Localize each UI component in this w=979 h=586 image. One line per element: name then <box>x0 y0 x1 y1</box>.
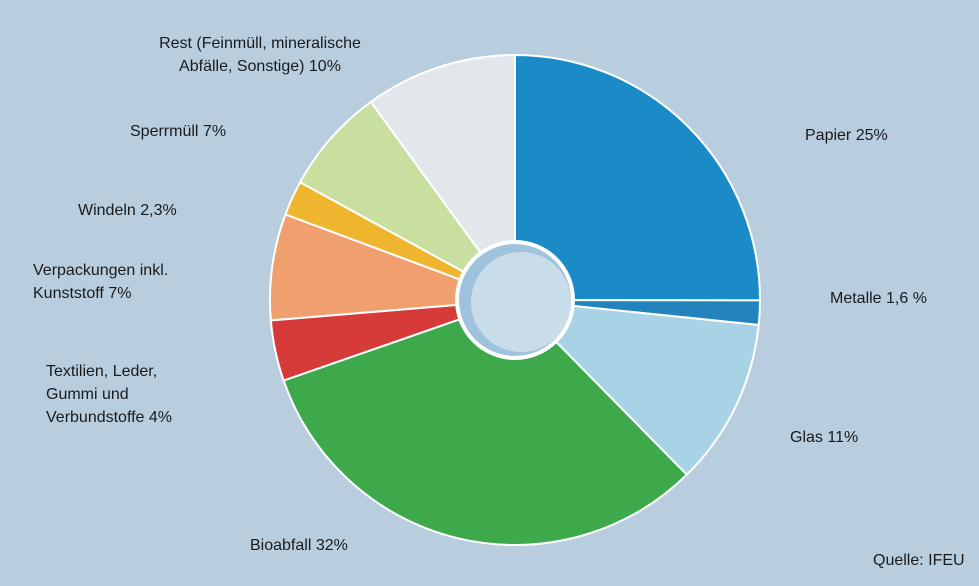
center-hole-face <box>471 252 571 352</box>
value-label: 7% <box>108 285 132 302</box>
category-name: Metalle <box>830 290 882 307</box>
category-name: Bioabfall <box>250 537 312 554</box>
category-name: Papier <box>805 127 852 144</box>
source: Quelle: IFEU <box>873 552 965 569</box>
value-label: 25% <box>855 127 888 144</box>
slice-label: Metalle 1,6 % <box>830 287 970 310</box>
value-label: 10% <box>308 58 341 75</box>
category-name: Verpackungen inkl. Kunststoff <box>33 262 169 302</box>
category-name: Rest (Feinmüll, mineralische Abfälle, So… <box>159 35 361 75</box>
pie-slice <box>514 53 762 302</box>
value-label: 4% <box>148 409 173 426</box>
pie-slice <box>512 298 760 477</box>
category-name: Textilien, Leder, Gummi und Verbundstoff… <box>46 363 158 426</box>
category-name: Windeln <box>78 202 136 219</box>
value-label: 7% <box>202 123 227 140</box>
pie-slice <box>369 53 516 304</box>
value-label: 2,3% <box>140 202 177 219</box>
value-label: 32% <box>315 537 348 554</box>
slice-label: Windeln 2,3% <box>78 199 228 222</box>
slice-label: Papier 25% <box>805 124 945 147</box>
value-label: 1,6 % <box>886 290 927 307</box>
pie-slice <box>298 100 516 301</box>
slice-label: Sperrmüll 7% <box>130 120 280 143</box>
slice-label: Verpackungen inkl. Kunststoff 7% <box>33 259 198 305</box>
slice-label: Glas 11% <box>790 426 930 449</box>
pie-slice <box>269 213 516 322</box>
slice-label: Textilien, Leder, Gummi und Verbundstoff… <box>46 360 198 429</box>
value-label: 11% <box>827 429 859 446</box>
pie-slice <box>282 298 689 546</box>
category-name: Sperrmüll <box>130 123 199 140</box>
category-name: Glas <box>790 429 823 446</box>
slice-label: Rest (Feinmüll, mineralische Abfälle, So… <box>140 32 380 78</box>
slice-label: Bioabfall 32% <box>250 534 410 557</box>
